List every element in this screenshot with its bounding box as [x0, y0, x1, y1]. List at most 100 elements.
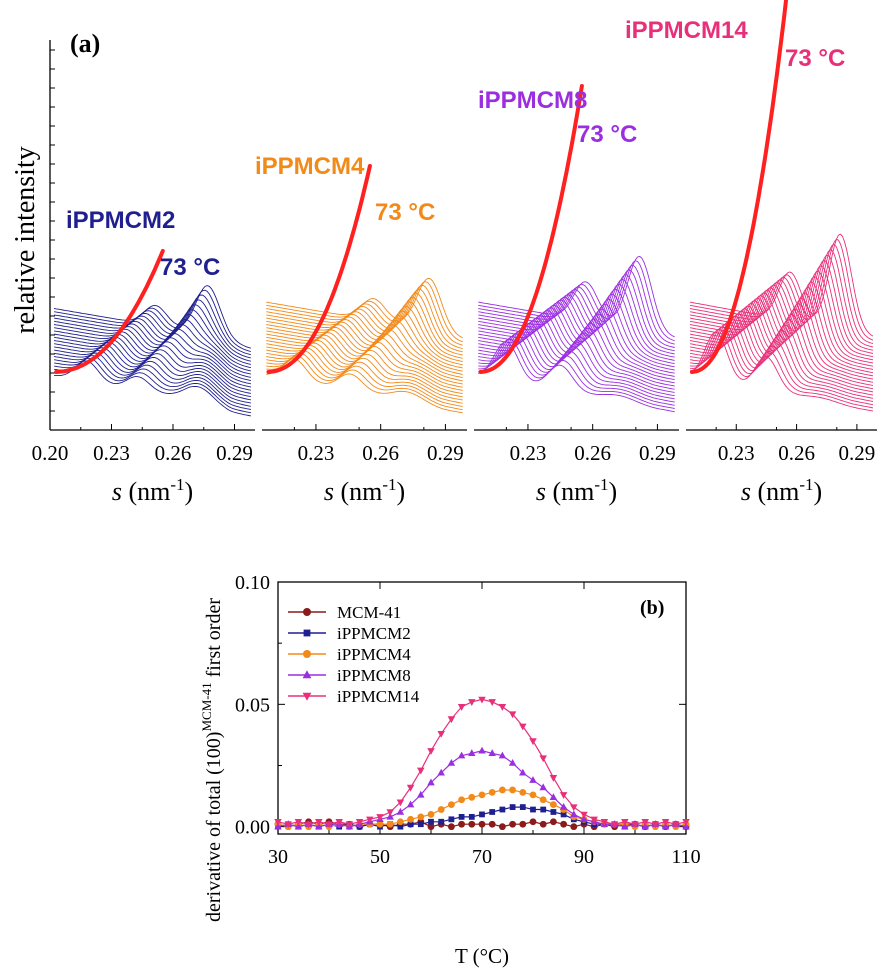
- data-point: [417, 790, 425, 798]
- x-label-close: ): [814, 477, 823, 506]
- data-point: [621, 822, 629, 830]
- data-point: [529, 791, 537, 799]
- data-point: [478, 791, 486, 799]
- saxs-curve: [478, 298, 675, 368]
- saxs-curve: [689, 249, 874, 348]
- saxs-curve: [266, 277, 463, 339]
- legend-label: iPPMCM8: [337, 666, 411, 685]
- y-label-sup: MCM-41: [199, 682, 214, 731]
- data-point: [580, 815, 588, 823]
- saxs-curve: [689, 238, 874, 341]
- data-point: [631, 821, 639, 829]
- data-point: [437, 806, 445, 813]
- saxs-curve: [689, 326, 874, 406]
- saxs-curve: [266, 332, 463, 382]
- data-point: [448, 823, 455, 831]
- data-point: [407, 815, 414, 823]
- data-point: [345, 821, 354, 829]
- sample-title: iPPMCM2: [66, 207, 175, 234]
- saxs-curve: [54, 304, 251, 362]
- data-point: [302, 692, 312, 701]
- x-axis-label: s (nm-1): [324, 475, 405, 506]
- data-point: [437, 730, 445, 738]
- legend: MCM-41 iPPMCM2 iPPMCM4 iPPMCM8 iPPMCM14: [288, 603, 420, 706]
- data-point: [519, 789, 527, 796]
- data-point: [550, 801, 557, 809]
- data-point: [570, 823, 578, 831]
- series-line: [277, 698, 687, 825]
- data-point: [539, 820, 547, 828]
- x-axis-label: s (nm-1): [112, 475, 193, 506]
- data-point: [621, 819, 629, 826]
- data-point: [447, 716, 456, 724]
- saxs-curve: [54, 331, 251, 382]
- saxs-curve: [54, 309, 251, 365]
- data-point: [448, 816, 455, 823]
- saxs-curve: [266, 310, 463, 366]
- data-point: [539, 796, 547, 804]
- data-point: [325, 821, 333, 829]
- data-point: [682, 819, 690, 826]
- x-label-close: ): [609, 477, 618, 506]
- x-label-exponent: -1: [799, 475, 813, 494]
- x-label-exponent: -1: [594, 475, 608, 494]
- y-label-end: first order: [203, 598, 225, 683]
- x-tick-label: 0.29: [639, 441, 676, 465]
- data-point: [508, 758, 517, 766]
- data-point: [417, 767, 425, 775]
- saxs-curve: [266, 324, 463, 375]
- data-point: [682, 822, 690, 830]
- data-point: [397, 823, 404, 830]
- data-point: [499, 786, 506, 794]
- x-label-exponent: -1: [170, 475, 184, 494]
- legend-label: iPPMCM14: [337, 687, 420, 706]
- data-point: [427, 778, 435, 786]
- data-point: [396, 807, 405, 815]
- data-point: [479, 811, 485, 818]
- data-point: [417, 821, 424, 828]
- x-tick-label: 70: [472, 846, 492, 868]
- highlight-73c-trace: [690, 0, 789, 374]
- data-point: [294, 822, 303, 830]
- data-point: [641, 819, 649, 826]
- saxs-curve: [478, 255, 675, 338]
- data-point: [428, 818, 434, 825]
- data-point: [508, 711, 517, 719]
- data-point: [468, 699, 476, 706]
- series-ippmcm8: [274, 746, 690, 830]
- saxs-curve: [54, 294, 252, 356]
- data-point: [304, 821, 313, 829]
- series-ippmcm14: [274, 696, 690, 829]
- data-point: [519, 768, 527, 776]
- data-point: [386, 812, 394, 820]
- highlight-73c-trace: [478, 84, 584, 374]
- data-point: [488, 789, 496, 796]
- x-tick-label: 90: [574, 846, 594, 868]
- temperature-annotation: 73 °C: [577, 121, 637, 148]
- data-point: [600, 819, 609, 826]
- saxs-curve: [266, 315, 463, 369]
- saxs-curve: [478, 303, 675, 371]
- legend-label: iPPMCM4: [337, 645, 411, 664]
- data-point: [447, 758, 456, 766]
- x-tick-label: 0.23: [298, 441, 335, 465]
- data-point: [303, 608, 311, 616]
- data-point: [302, 670, 312, 679]
- saxs-subplot-ippmcm2: 0.20 0.23 0.26 0.29 iPPMCM2 73 °C s (nm-1): [32, 40, 255, 506]
- saxs-curve: [478, 260, 675, 342]
- data-point: [417, 813, 425, 821]
- saxs-subplot-ippmcm8: 0.23 0.26 0.29 iPPMCM8 73 °C s (nm-1): [474, 84, 679, 506]
- saxs-curve: [54, 328, 251, 378]
- x-axis-label: T (°C): [455, 944, 509, 968]
- saxs-curve: [689, 323, 874, 402]
- data-point: [559, 803, 568, 810]
- saxs-curve: [54, 347, 251, 401]
- panel-b-label: (b): [640, 597, 664, 619]
- data-point: [499, 806, 506, 813]
- x-tick-label: 0.29: [216, 441, 253, 465]
- data-point: [498, 751, 507, 759]
- data-point: [519, 723, 527, 731]
- temperature-annotation: 73 °C: [375, 199, 435, 226]
- data-point: [294, 819, 303, 826]
- data-point: [458, 820, 465, 828]
